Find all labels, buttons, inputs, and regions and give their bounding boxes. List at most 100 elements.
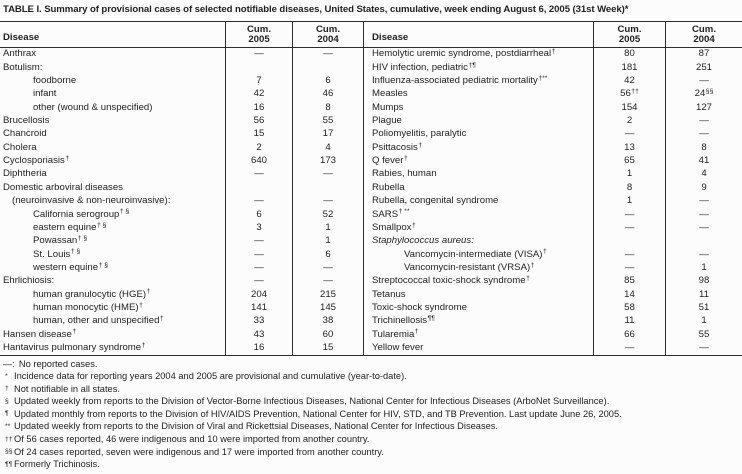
cum-2004-value: — bbox=[292, 168, 363, 182]
disease-name: Rabies, human bbox=[363, 168, 593, 182]
cum-2005-value: 204 bbox=[225, 288, 292, 302]
footnote: * Incidence data for reporting years 2004… bbox=[3, 370, 740, 383]
cum-2004-value: 8 bbox=[292, 101, 363, 115]
cum-2004-value: 46 bbox=[292, 88, 363, 102]
cum-2004-value: 98 bbox=[665, 274, 742, 289]
cum-2005-value: — bbox=[225, 48, 292, 62]
disease-name: Staphylococcus aureus: bbox=[363, 234, 593, 249]
disease-name: human, other and unspecified † bbox=[33, 315, 164, 327]
cum-2004-value: — bbox=[665, 221, 742, 235]
footnote-marker: § bbox=[5, 397, 9, 405]
footnote-marker: ¶¶ bbox=[5, 460, 13, 468]
disease-name: Smallpox † bbox=[363, 221, 593, 235]
footnote-marker: †† bbox=[5, 435, 13, 443]
cum-2004-value: 4 bbox=[665, 168, 742, 182]
disease-name: Plague bbox=[363, 114, 593, 129]
cum-2005-value: 181 bbox=[593, 61, 665, 75]
footnote-marker: * bbox=[5, 372, 8, 380]
cum-2004-value: 60 bbox=[292, 328, 363, 342]
disease-name: Diphtheria bbox=[3, 168, 47, 180]
disease-name: Influenza-associated pediatric mortality… bbox=[363, 74, 593, 89]
disease-name: Toxic-shock syndrome bbox=[363, 301, 593, 315]
cum-2005-value: 154 bbox=[593, 101, 665, 115]
cum-2005-value: 56 bbox=[225, 114, 292, 129]
cum-2005-value: 42 bbox=[593, 74, 665, 89]
disease-name: Hansen disease † bbox=[3, 328, 77, 340]
disease-name: Cyclosporiasis † bbox=[3, 154, 70, 167]
cum-2005-value: 65 bbox=[593, 154, 665, 169]
cum-2004-value: 55 bbox=[292, 114, 363, 129]
cum-2005-value: 7 bbox=[225, 74, 292, 89]
disease-name: Hemolytic uremic syndrome, postdiarrheal… bbox=[363, 48, 593, 62]
footnote: —: No reported cases. bbox=[3, 358, 740, 370]
table-right-half: Disease Cum. 2005 Cum. 2004 Hemolytic uremic … bbox=[363, 22, 742, 355]
cum-2005-value: 43 bbox=[225, 328, 292, 342]
cum-2005-value: 33 bbox=[225, 314, 292, 329]
cum-2004-value: — bbox=[665, 248, 742, 262]
footnote-text: Updated weekly from reports to the Divis… bbox=[14, 421, 499, 432]
disease-name: Brucellosis bbox=[3, 115, 50, 127]
column-header-cum-2004: Cum. 2004 bbox=[292, 22, 363, 48]
cum-2005-value: 66 bbox=[593, 328, 665, 342]
cum-2005-value: 42 bbox=[225, 88, 292, 102]
disease-name: Poliomyelitis, paralytic bbox=[363, 128, 593, 142]
cum-2004-value: 51 bbox=[665, 301, 742, 315]
disease-name: infant bbox=[33, 88, 57, 100]
cum-2004-value: 145 bbox=[292, 301, 363, 315]
cum-2005-value: — bbox=[593, 261, 665, 275]
cum-2005-value: 6 bbox=[225, 208, 292, 222]
footnote-text: Not notifiable in all states. bbox=[14, 383, 120, 394]
footnote: †† Of 56 cases reported, 46 were indigeno… bbox=[3, 433, 740, 446]
cum-2005-value: 2 bbox=[225, 141, 292, 155]
cum-2004-value bbox=[292, 61, 363, 75]
cum-2005-value: 3 bbox=[225, 221, 292, 235]
cum-2005-value: 56 †† bbox=[593, 88, 665, 102]
disease-name: California serogroup † § bbox=[33, 208, 130, 220]
cum-2004-value bbox=[292, 181, 363, 195]
disease-name: Trichinellosis ¶¶ bbox=[363, 314, 593, 329]
cum-2004-value: 24 §§ bbox=[665, 88, 742, 102]
footnote-text: Updated weekly from reports to the Divis… bbox=[14, 396, 610, 407]
cum-2005-value: 58 bbox=[593, 301, 665, 315]
disease-name: Vancomycin-resistant (VRSA) † bbox=[363, 261, 593, 275]
cum-2004-value: 1 bbox=[292, 234, 363, 249]
disease-name: Ehrlichiosis: bbox=[3, 275, 55, 287]
disease-name: human monocytic (HME) † bbox=[33, 301, 143, 313]
cum-2005-value: 80 bbox=[593, 48, 665, 62]
cum-2005-value: — bbox=[225, 274, 292, 289]
disease-name: human granulocytic (HGE) † bbox=[33, 288, 151, 300]
column-header-disease: Disease bbox=[363, 22, 593, 48]
footnote-text: No reported cases. bbox=[18, 359, 98, 369]
cum-2004-value: 52 bbox=[292, 208, 363, 222]
table-left-half: Disease Cum. 2005 Cum. 2004 Anthrax — — Botulism… bbox=[0, 22, 363, 355]
cum-2004-value: — bbox=[292, 48, 363, 62]
cum-2005-value: 16 bbox=[225, 101, 292, 115]
cum-2004-value: 15 bbox=[292, 341, 363, 355]
cum-2004-value: 55 bbox=[665, 328, 742, 342]
disease-name: Anthrax bbox=[3, 48, 37, 60]
disease-name: Psittacosis † bbox=[363, 141, 593, 155]
footnote-text: Updated monthly from reports to the Divi… bbox=[14, 408, 622, 419]
cum-2004-value: — bbox=[665, 74, 742, 89]
footnote: † Not notifiable in all states. bbox=[3, 383, 740, 396]
cum-2005-value: — bbox=[225, 248, 292, 262]
cum-2005-value: 2 bbox=[593, 114, 665, 129]
disease-name: Mumps bbox=[363, 101, 593, 115]
cum-2004-value: 173 bbox=[292, 154, 363, 169]
disease-name: Tularemia † bbox=[363, 328, 593, 342]
cum-2004-value: 251 bbox=[665, 61, 742, 75]
column-header-cum-2005: Cum. 2005 bbox=[593, 22, 665, 48]
disease-name: Rubella bbox=[363, 181, 593, 195]
cum-2005-value: — bbox=[225, 261, 292, 275]
cum-2004-value: 17 bbox=[292, 128, 363, 142]
cum-2005-value: 1 bbox=[593, 168, 665, 182]
cum-2005-value: — bbox=[225, 234, 292, 249]
cum-2005-value: 16 bbox=[225, 341, 292, 355]
cum-2005-value: 11 bbox=[593, 314, 665, 329]
column-header-cum-2004: Cum. 2004 bbox=[665, 22, 742, 48]
disease-name: Vancomycin-intermediate (VISA) † bbox=[363, 248, 593, 262]
disease-name: western equine † § bbox=[33, 261, 109, 273]
disease-name: Yellow fever bbox=[363, 341, 593, 355]
footnote: ¶¶ Formerly Trichinosis. bbox=[3, 458, 740, 471]
